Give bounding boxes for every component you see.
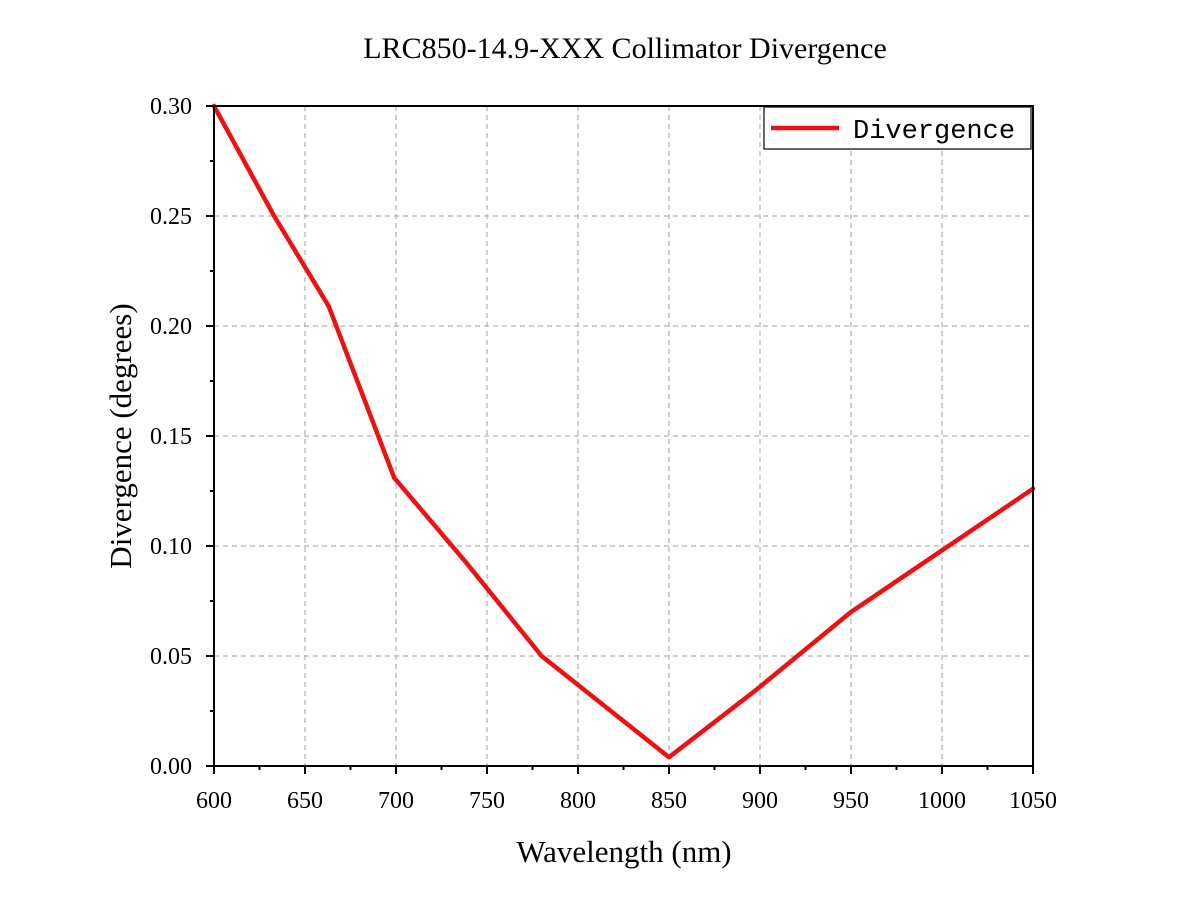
y-tick-label: 0.30	[150, 94, 192, 120]
grid-lines	[214, 106, 1033, 766]
x-tick-label: 800	[560, 788, 596, 814]
x-tick-label: 750	[469, 788, 505, 814]
x-tick-label: 950	[833, 788, 869, 814]
x-tick-label: 850	[651, 788, 687, 814]
x-tick-label: 900	[742, 788, 778, 814]
x-axis-ticks: 600 650 700 750 800 850 900 950 1000 1050	[196, 766, 1057, 814]
x-tick-label: 1050	[1009, 788, 1057, 814]
x-tick-label: 1000	[918, 788, 966, 814]
y-tick-label: 0.10	[150, 534, 192, 560]
y-tick-label: 0.25	[150, 204, 192, 230]
series-line-0	[211, 103, 1036, 760]
x-tick-label: 600	[196, 788, 232, 814]
x-tick-label: 650	[287, 788, 323, 814]
y-axis-label: Divergence (degrees)	[103, 303, 138, 568]
y-tick-label: 0.20	[150, 314, 192, 340]
x-tick-label: 700	[378, 788, 414, 814]
y-tick-label: 0.15	[150, 424, 192, 450]
legend-label-divergence: Divergence	[853, 117, 1015, 147]
legend-box	[763, 106, 1032, 150]
x-axis-label: Wavelength (nm)	[516, 834, 731, 869]
y-axis-ticks: 0.00 0.05 0.10 0.15 0.20 0.25 0.30	[150, 94, 214, 780]
y-tick-label: 0.00	[150, 754, 192, 780]
series-layer	[211, 103, 1036, 760]
legend: Divergence	[763, 106, 1032, 150]
y-tick-label: 0.05	[150, 644, 192, 670]
chart-title: LRC850-14.9-XXX Collimator Divergence	[363, 32, 887, 65]
